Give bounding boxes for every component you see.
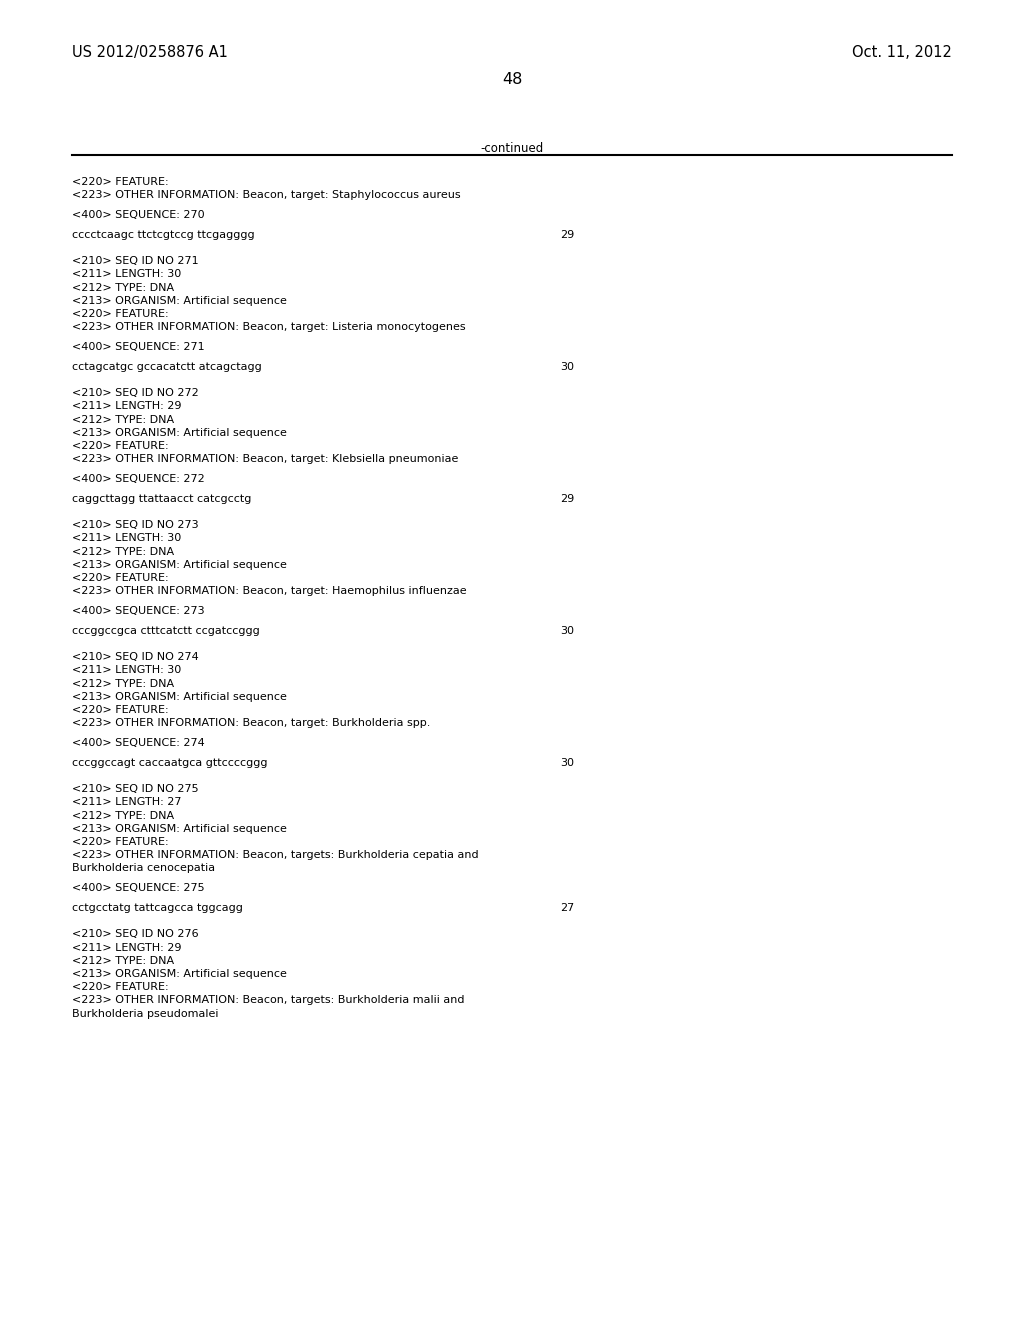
Text: <213> ORGANISM: Artificial sequence: <213> ORGANISM: Artificial sequence <box>72 824 287 834</box>
Text: <212> TYPE: DNA: <212> TYPE: DNA <box>72 546 174 557</box>
Text: <220> FEATURE:: <220> FEATURE: <box>72 705 169 715</box>
Text: <210> SEQ ID NO 275: <210> SEQ ID NO 275 <box>72 784 199 795</box>
Text: <400> SEQUENCE: 275: <400> SEQUENCE: 275 <box>72 883 205 894</box>
Text: <400> SEQUENCE: 273: <400> SEQUENCE: 273 <box>72 606 205 616</box>
Text: 29: 29 <box>560 230 574 240</box>
Text: <210> SEQ ID NO 274: <210> SEQ ID NO 274 <box>72 652 199 663</box>
Text: cccggccagt caccaatgca gttccccggg: cccggccagt caccaatgca gttccccggg <box>72 758 267 768</box>
Text: <220> FEATURE:: <220> FEATURE: <box>72 309 169 319</box>
Text: <211> LENGTH: 27: <211> LENGTH: 27 <box>72 797 181 808</box>
Text: <220> FEATURE:: <220> FEATURE: <box>72 837 169 847</box>
Text: caggcttagg ttattaacct catcgcctg: caggcttagg ttattaacct catcgcctg <box>72 494 251 504</box>
Text: <211> LENGTH: 29: <211> LENGTH: 29 <box>72 942 181 953</box>
Text: <213> ORGANISM: Artificial sequence: <213> ORGANISM: Artificial sequence <box>72 296 287 306</box>
Text: <213> ORGANISM: Artificial sequence: <213> ORGANISM: Artificial sequence <box>72 560 287 570</box>
Text: <213> ORGANISM: Artificial sequence: <213> ORGANISM: Artificial sequence <box>72 969 287 979</box>
Text: 30: 30 <box>560 758 574 768</box>
Text: Oct. 11, 2012: Oct. 11, 2012 <box>852 45 952 59</box>
Text: <223> OTHER INFORMATION: Beacon, target: Listeria monocytogenes: <223> OTHER INFORMATION: Beacon, target:… <box>72 322 466 333</box>
Text: <210> SEQ ID NO 271: <210> SEQ ID NO 271 <box>72 256 199 267</box>
Text: cccctcaagc ttctcgtccg ttcgagggg: cccctcaagc ttctcgtccg ttcgagggg <box>72 230 255 240</box>
Text: <211> LENGTH: 29: <211> LENGTH: 29 <box>72 401 181 412</box>
Text: <220> FEATURE:: <220> FEATURE: <box>72 982 169 993</box>
Text: <211> LENGTH: 30: <211> LENGTH: 30 <box>72 533 181 544</box>
Text: <212> TYPE: DNA: <212> TYPE: DNA <box>72 956 174 966</box>
Text: cctagcatgc gccacatctt atcagctagg: cctagcatgc gccacatctt atcagctagg <box>72 362 262 372</box>
Text: cctgcctatg tattcagcca tggcagg: cctgcctatg tattcagcca tggcagg <box>72 903 243 913</box>
Text: <212> TYPE: DNA: <212> TYPE: DNA <box>72 282 174 293</box>
Text: <400> SEQUENCE: 272: <400> SEQUENCE: 272 <box>72 474 205 484</box>
Text: 30: 30 <box>560 362 574 372</box>
Text: <210> SEQ ID NO 272: <210> SEQ ID NO 272 <box>72 388 199 399</box>
Text: <211> LENGTH: 30: <211> LENGTH: 30 <box>72 665 181 676</box>
Text: <400> SEQUENCE: 271: <400> SEQUENCE: 271 <box>72 342 205 352</box>
Text: <212> TYPE: DNA: <212> TYPE: DNA <box>72 678 174 689</box>
Text: US 2012/0258876 A1: US 2012/0258876 A1 <box>72 45 228 59</box>
Text: <211> LENGTH: 30: <211> LENGTH: 30 <box>72 269 181 280</box>
Text: <220> FEATURE:: <220> FEATURE: <box>72 441 169 451</box>
Text: <213> ORGANISM: Artificial sequence: <213> ORGANISM: Artificial sequence <box>72 428 287 438</box>
Text: cccggccgca ctttcatctt ccgatccggg: cccggccgca ctttcatctt ccgatccggg <box>72 626 260 636</box>
Text: 30: 30 <box>560 626 574 636</box>
Text: <223> OTHER INFORMATION: Beacon, target: Staphylococcus aureus: <223> OTHER INFORMATION: Beacon, target:… <box>72 190 461 201</box>
Text: <400> SEQUENCE: 274: <400> SEQUENCE: 274 <box>72 738 205 748</box>
Text: <223> OTHER INFORMATION: Beacon, targets: Burkholderia malii and: <223> OTHER INFORMATION: Beacon, targets… <box>72 995 465 1006</box>
Text: <223> OTHER INFORMATION: Beacon, targets: Burkholderia cepatia and: <223> OTHER INFORMATION: Beacon, targets… <box>72 850 478 861</box>
Text: 29: 29 <box>560 494 574 504</box>
Text: <223> OTHER INFORMATION: Beacon, target: Haemophilus influenzae: <223> OTHER INFORMATION: Beacon, target:… <box>72 586 467 597</box>
Text: -continued: -continued <box>480 143 544 154</box>
Text: <400> SEQUENCE: 270: <400> SEQUENCE: 270 <box>72 210 205 220</box>
Text: 48: 48 <box>502 73 522 87</box>
Text: <223> OTHER INFORMATION: Beacon, target: Klebsiella pneumoniae: <223> OTHER INFORMATION: Beacon, target:… <box>72 454 459 465</box>
Text: <212> TYPE: DNA: <212> TYPE: DNA <box>72 414 174 425</box>
Text: <210> SEQ ID NO 273: <210> SEQ ID NO 273 <box>72 520 199 531</box>
Text: <212> TYPE: DNA: <212> TYPE: DNA <box>72 810 174 821</box>
Text: <223> OTHER INFORMATION: Beacon, target: Burkholderia spp.: <223> OTHER INFORMATION: Beacon, target:… <box>72 718 430 729</box>
Text: <213> ORGANISM: Artificial sequence: <213> ORGANISM: Artificial sequence <box>72 692 287 702</box>
Text: 27: 27 <box>560 903 574 913</box>
Text: <220> FEATURE:: <220> FEATURE: <box>72 177 169 187</box>
Text: <210> SEQ ID NO 276: <210> SEQ ID NO 276 <box>72 929 199 940</box>
Text: Burkholderia cenocepatia: Burkholderia cenocepatia <box>72 863 215 874</box>
Text: <220> FEATURE:: <220> FEATURE: <box>72 573 169 583</box>
Text: Burkholderia pseudomalei: Burkholderia pseudomalei <box>72 1008 218 1019</box>
